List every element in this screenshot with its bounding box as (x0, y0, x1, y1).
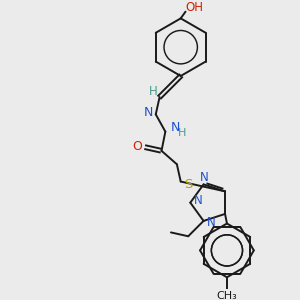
Text: N: N (143, 106, 153, 119)
Text: H: H (148, 85, 157, 98)
Text: N: N (200, 171, 209, 184)
Text: S: S (184, 178, 193, 191)
Text: CH₃: CH₃ (217, 292, 237, 300)
Text: N: N (194, 194, 202, 207)
Text: O: O (133, 140, 142, 152)
Text: N: N (207, 216, 216, 229)
Text: H: H (178, 128, 186, 138)
Text: OH: OH (185, 1, 203, 14)
Text: N: N (170, 121, 180, 134)
